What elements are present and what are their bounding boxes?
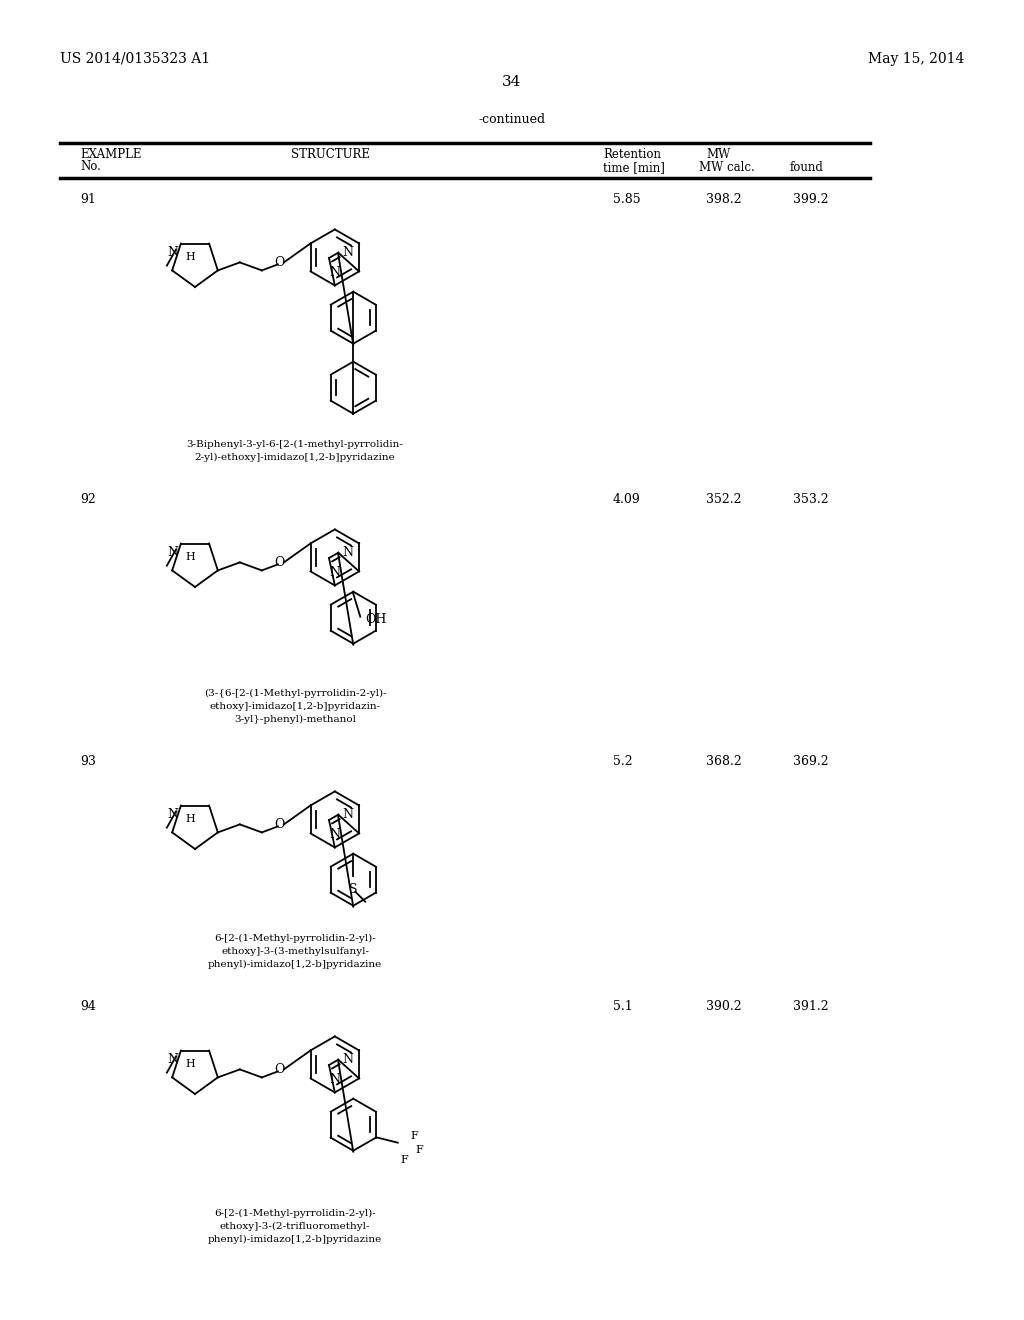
- Text: N: N: [342, 546, 353, 560]
- Text: 92: 92: [80, 492, 96, 506]
- Text: EXAMPLE: EXAMPLE: [80, 148, 141, 161]
- Text: N: N: [330, 829, 340, 841]
- Text: 6-[2-(1-Methyl-pyrrolidin-2-yl)-: 6-[2-(1-Methyl-pyrrolidin-2-yl)-: [214, 1209, 376, 1218]
- Text: ethoxy]-imidazo[1,2-b]pyridazin-: ethoxy]-imidazo[1,2-b]pyridazin-: [210, 702, 381, 711]
- Text: MW: MW: [706, 148, 730, 161]
- Text: N: N: [167, 1052, 178, 1065]
- Text: 2-yl)-ethoxy]-imidazo[1,2-b]pyridazine: 2-yl)-ethoxy]-imidazo[1,2-b]pyridazine: [195, 453, 395, 462]
- Text: O: O: [274, 256, 285, 269]
- Text: 93: 93: [80, 755, 96, 768]
- Text: H: H: [186, 1059, 196, 1069]
- Text: F: F: [400, 1155, 409, 1164]
- Text: time [min]: time [min]: [603, 161, 665, 174]
- Text: 94: 94: [80, 1001, 96, 1012]
- Text: S: S: [349, 883, 357, 896]
- Text: 368.2: 368.2: [706, 755, 741, 768]
- Text: H: H: [186, 552, 196, 561]
- Text: H: H: [186, 813, 196, 824]
- Text: N: N: [342, 247, 353, 259]
- Text: 6-[2-(1-Methyl-pyrrolidin-2-yl)-: 6-[2-(1-Methyl-pyrrolidin-2-yl)-: [214, 935, 376, 942]
- Text: 3-yl}-phenyl)-methanol: 3-yl}-phenyl)-methanol: [234, 715, 356, 725]
- Text: 352.2: 352.2: [706, 492, 741, 506]
- Text: OH: OH: [366, 614, 387, 626]
- Text: phenyl)-imidazo[1,2-b]pyridazine: phenyl)-imidazo[1,2-b]pyridazine: [208, 960, 382, 969]
- Text: -continued: -continued: [478, 114, 546, 125]
- Text: O: O: [274, 1063, 285, 1076]
- Text: N: N: [342, 808, 353, 821]
- Text: STRUCTURE: STRUCTURE: [291, 148, 370, 161]
- Text: US 2014/0135323 A1: US 2014/0135323 A1: [60, 51, 210, 66]
- Text: F: F: [416, 1144, 424, 1155]
- Text: 391.2: 391.2: [793, 1001, 828, 1012]
- Text: 390.2: 390.2: [706, 1001, 741, 1012]
- Text: 34: 34: [503, 75, 521, 88]
- Text: ethoxy]-3-(3-methylsulfanyl-: ethoxy]-3-(3-methylsulfanyl-: [221, 946, 369, 956]
- Text: (3-{6-[2-(1-Methyl-pyrrolidin-2-yl)-: (3-{6-[2-(1-Methyl-pyrrolidin-2-yl)-: [204, 689, 386, 698]
- Text: N: N: [167, 808, 178, 821]
- Text: 5.1: 5.1: [613, 1001, 633, 1012]
- Text: 399.2: 399.2: [793, 193, 828, 206]
- Text: MW calc.: MW calc.: [699, 161, 755, 174]
- Text: 5.2: 5.2: [613, 755, 633, 768]
- Text: N: N: [342, 1053, 353, 1067]
- Text: May 15, 2014: May 15, 2014: [867, 51, 964, 66]
- Text: No.: No.: [80, 160, 101, 173]
- Text: ethoxy]-3-(2-trifluoromethyl-: ethoxy]-3-(2-trifluoromethyl-: [220, 1222, 371, 1232]
- Text: phenyl)-imidazo[1,2-b]pyridazine: phenyl)-imidazo[1,2-b]pyridazine: [208, 1236, 382, 1245]
- Text: 91: 91: [80, 193, 96, 206]
- Text: O: O: [274, 818, 285, 830]
- Text: 4.09: 4.09: [613, 492, 641, 506]
- Text: 5.85: 5.85: [613, 193, 641, 206]
- Text: 3-Biphenyl-3-yl-6-[2-(1-methyl-pyrrolidin-: 3-Biphenyl-3-yl-6-[2-(1-methyl-pyrrolidi…: [186, 440, 403, 449]
- Text: N: N: [167, 545, 178, 558]
- Text: N: N: [330, 566, 340, 579]
- Text: N: N: [330, 1073, 340, 1086]
- Text: 398.2: 398.2: [706, 193, 741, 206]
- Text: H: H: [186, 252, 196, 261]
- Text: N: N: [167, 246, 178, 259]
- Text: O: O: [274, 556, 285, 569]
- Text: 369.2: 369.2: [793, 755, 828, 768]
- Text: 353.2: 353.2: [793, 492, 828, 506]
- Text: F: F: [411, 1131, 419, 1140]
- Text: found: found: [790, 161, 824, 174]
- Text: Retention: Retention: [603, 148, 662, 161]
- Text: N: N: [330, 267, 340, 280]
